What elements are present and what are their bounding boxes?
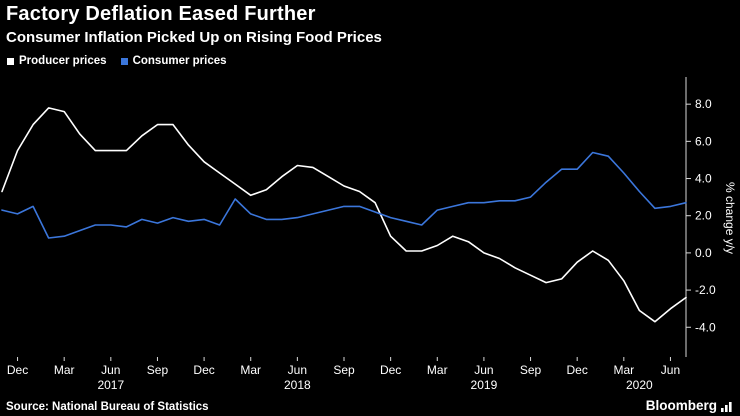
x-tick-label: Dec: [567, 363, 588, 377]
source-note: Source: National Bureau of Statistics: [6, 401, 209, 413]
legend-label: Producer prices: [19, 55, 107, 67]
year-label: 2020: [626, 378, 653, 392]
legend-label: Consumer prices: [132, 55, 227, 67]
x-tick-label: Jun: [474, 363, 493, 377]
bloomberg-wordmark: Bloomberg: [645, 398, 717, 413]
producer-prices-swatch-icon: [7, 57, 14, 65]
y-tick-label: 0.0: [695, 246, 712, 260]
x-tick-label: Dec: [7, 363, 28, 377]
y-tick-label: 6.0: [695, 134, 712, 148]
x-tick-label: Mar: [427, 363, 448, 377]
y-tick-label: -4.0: [695, 320, 716, 334]
consumer-prices-swatch-icon: [120, 57, 128, 65]
legend: Producer prices Consumer prices: [7, 55, 227, 67]
y-tick-label: 2.0: [695, 209, 712, 223]
legend-item-consumer-prices: Consumer prices: [120, 55, 227, 67]
page-title: Factory Deflation Eased Further: [6, 3, 316, 25]
bloomberg-bars-icon: [721, 402, 732, 412]
x-tick-label: Jun: [101, 363, 120, 377]
x-tick-label: Mar: [613, 363, 634, 377]
y-tick-label: 8.0: [695, 97, 712, 111]
year-label: 2019: [471, 378, 498, 392]
x-tick-label: Jun: [661, 363, 680, 377]
producer-prices-line: [1, 107, 687, 323]
y-tick-label: -2.0: [695, 283, 716, 297]
y-axis-title: % change y/y: [723, 182, 737, 255]
x-tick-label: Sep: [147, 363, 169, 377]
x-tick-label: Mar: [54, 363, 75, 377]
year-label: 2017: [97, 378, 124, 392]
x-tick-label: Jun: [288, 363, 307, 377]
x-tick-label: Mar: [240, 363, 261, 377]
legend-item-producer-prices: Producer prices: [7, 55, 107, 67]
x-tick-label: Dec: [193, 363, 214, 377]
bloomberg-logo: Bloomberg: [646, 398, 732, 413]
year-label: 2018: [284, 378, 311, 392]
x-tick-label: Sep: [333, 363, 355, 377]
y-tick-label: 4.0: [695, 172, 712, 186]
page-subtitle: Consumer Inflation Picked Up on Rising F…: [6, 29, 382, 46]
x-tick-label: Dec: [380, 363, 401, 377]
x-tick-label: Sep: [520, 363, 542, 377]
consumer-prices-line: [1, 151, 687, 239]
